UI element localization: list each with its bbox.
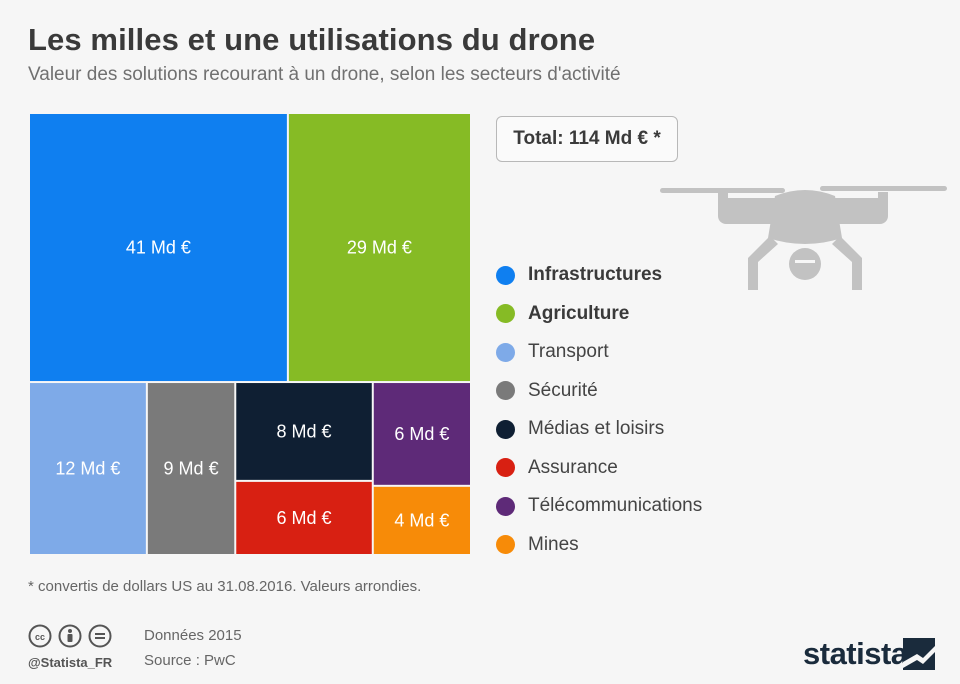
tile-label-assurance: 6 Md € (277, 508, 332, 528)
legend-swatch (496, 496, 515, 516)
legend: Infrastructures Agriculture Transport Sé… (496, 256, 702, 564)
legend-swatch (496, 458, 515, 478)
legend-label: Agriculture (528, 302, 630, 324)
tile-mines (373, 486, 470, 554)
no-derivatives-icon (88, 624, 112, 648)
legend-item-agriculture: Agriculture (496, 295, 702, 334)
tile-label-securite: 9 Md € (164, 459, 219, 479)
legend-label: Infrastructures (528, 264, 663, 286)
statista-logo-icon[interactable] (903, 638, 935, 670)
tile-label-infrastructures: 41 Md € (126, 238, 191, 258)
legend-swatch (496, 265, 515, 285)
tile-securite (147, 383, 235, 554)
legend-label: Mines (528, 533, 579, 555)
legend-swatch (496, 535, 515, 555)
tile-label-transport: 12 Md € (55, 459, 120, 479)
chart-title: Les milles et une utilisations du drone (28, 22, 596, 57)
total-badge: Total: 114 Md € * (496, 116, 678, 162)
tile-label-medias-et-loisirs: 8 Md € (277, 421, 332, 441)
tile-agriculture (288, 114, 470, 382)
legend-swatch (496, 342, 515, 362)
attribution-icon (58, 624, 82, 648)
license-icons[interactable]: cc (28, 624, 112, 648)
drone-illustration (660, 186, 947, 290)
legend-label: Télécommunications (528, 495, 703, 517)
legend-label: Assurance (528, 456, 618, 478)
tile-label-agriculture: 29 Md € (347, 238, 412, 258)
brand-name[interactable]: statista (803, 636, 908, 671)
legend-swatch (496, 419, 515, 439)
tile-infrastructures (30, 114, 287, 382)
chart-subtitle: Valeur des solutions recourant à un dron… (28, 64, 621, 85)
legend-label: Sécurité (528, 379, 598, 401)
legend-swatch (496, 304, 515, 324)
svg-text:cc: cc (35, 632, 45, 642)
legend-item-telecommunications: Télécommunications (496, 487, 702, 526)
legend-item-securite: Sécurité (496, 372, 702, 411)
tile-telecommunications (373, 383, 470, 485)
legend-swatch (496, 381, 515, 401)
tile-label-telecommunications: 6 Md € (394, 424, 449, 444)
legend-item-assurance: Assurance (496, 449, 702, 488)
legend-item-mines: Mines (496, 526, 702, 565)
tile-assurance (236, 481, 372, 554)
footnote: * convertis de dollars US au 31.08.2016.… (28, 578, 422, 595)
legend-label: Médias et loisirs (528, 418, 665, 440)
legend-label: Transport (528, 341, 609, 363)
source-label: Source : PwC (144, 652, 236, 669)
data-year: Données 2015 (144, 627, 242, 644)
tile-transport (30, 383, 146, 554)
tile-label-mines: 4 Md € (394, 510, 449, 530)
cc-icon: cc (28, 624, 52, 648)
legend-item-transport: Transport (496, 333, 702, 372)
social-handle[interactable]: @Statista_FR (28, 655, 113, 670)
legend-item-infrastructures: Infrastructures (496, 256, 702, 295)
legend-item-medias-loisirs: Médias et loisirs (496, 410, 702, 449)
tile-medias-et-loisirs (236, 383, 372, 480)
